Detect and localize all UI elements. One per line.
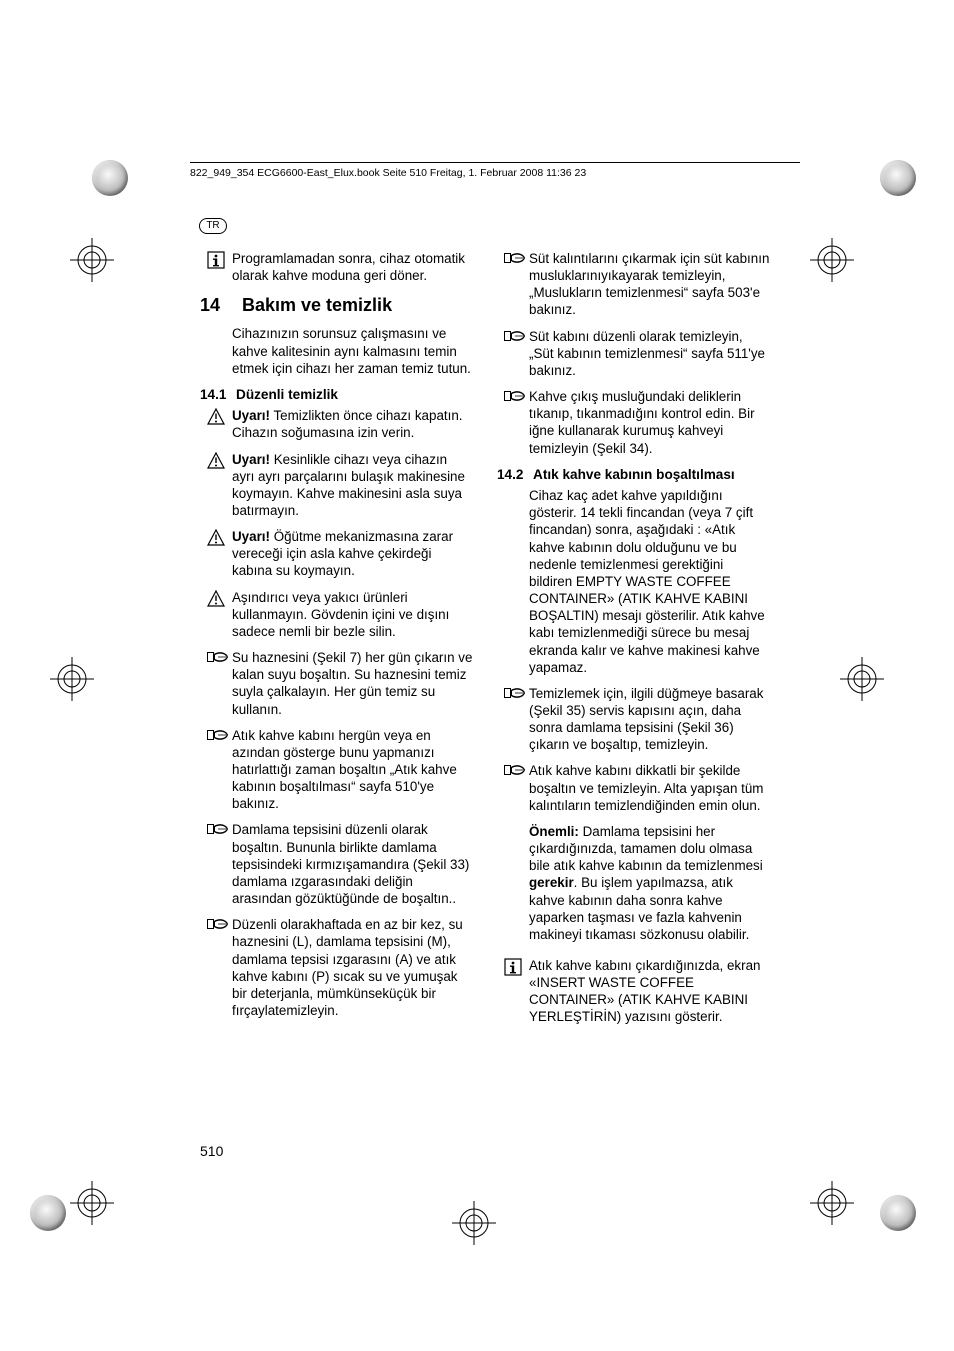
info-icon [207,251,225,269]
warning-icon [207,529,225,547]
para-text: Önemli: Damlama tepsisini her çıkardığın… [529,823,770,943]
para-text: Su haznesini (Şekil 7) her gün çıkarın v… [232,649,473,718]
registration-mark [70,238,114,282]
pointer-icon [207,728,225,746]
para-text: Süt kabını düzenli olarak temizleyin, „S… [529,328,770,379]
registration-mark [810,238,854,282]
note-block: Atık kahve kabını çıkardığınızda, ekran … [497,957,770,1026]
para-text: Aşındırıcı veya yakıcı ürünleri kullanma… [232,589,473,640]
step-block: Damlama tepsisini düzenli olarak boşaltı… [200,821,473,907]
para-text: Cihazınızın sorunsuz çalışmasını ve kahv… [232,325,473,376]
para-text: Kahve çıkış musluğundaki deliklerin tıka… [529,388,770,457]
print-corner-mark [30,1195,66,1231]
step-block: Düzenli olarakhaftada en az bir kez, su … [200,916,473,1019]
heading-14-2: 14.2 Atık kahve kabının boşaltılması [497,466,770,483]
step-block: Atık kahve kabını hergün veya en azından… [200,727,473,813]
para-text: Süt kalıntılarını çıkarmak için süt kabı… [529,250,770,319]
step-block: Temizlemek için, ilgili düğmeye basarak … [497,685,770,754]
pointer-icon [207,822,225,840]
para-text: Atık kahve kabını dikkatli bir şekilde b… [529,762,770,813]
heading-14-1: 14.1 Düzenli temizlik [200,386,473,403]
para: Cihaz kaç adet kahve yapıldığını gösteri… [497,487,770,676]
right-column: Süt kalıntılarını çıkarmak için süt kabı… [497,250,770,1035]
print-corner-mark [880,160,916,196]
para-text: Uyarı! Temizlikten önce cihazı kapatın. … [232,407,473,441]
warning-icon [207,590,225,608]
registration-mark [810,1181,854,1225]
para-text: Uyarı! Öğütme mekanizmasına zarar verece… [232,528,473,579]
warning-block: Aşındırıcı veya yakıcı ürünleri kullanma… [200,589,473,640]
pointer-icon [207,917,225,935]
para-text: Uyarı! Kesinlikle cihazı veya cihazın ay… [232,451,473,520]
warning-icon [207,408,225,426]
para: Cihazınızın sorunsuz çalışmasını ve kahv… [200,325,473,376]
registration-mark [50,657,94,701]
warning-block: Uyarı! Temizlikten önce cihazı kapatın. … [200,407,473,441]
para-text: Atık kahve kabını hergün veya en azından… [232,727,473,813]
header-text: 822_949_354 ECG6600-East_Elux.book Seite… [190,167,800,179]
registration-mark [840,657,884,701]
page-number: 510 [200,1143,223,1159]
info-icon [504,958,522,976]
registration-mark [70,1181,114,1225]
print-corner-mark [92,160,128,196]
para: Önemli: Damlama tepsisini her çıkardığın… [497,823,770,943]
language-badge: TR [199,218,227,234]
pointer-icon [504,251,522,269]
registration-mark [452,1201,496,1245]
page-header: 822_949_354 ECG6600-East_Elux.book Seite… [190,162,800,179]
pointer-icon [207,650,225,668]
warning-icon [207,452,225,470]
note-block: Programlamadan sonra, cihaz otomatik ola… [200,250,473,284]
step-block: Atık kahve kabını dikkatli bir şekilde b… [497,762,770,813]
step-block: Süt kalıntılarını çıkarmak için süt kabı… [497,250,770,319]
para-text: Damlama tepsisini düzenli olarak boşaltı… [232,821,473,907]
pointer-icon [504,686,522,704]
pointer-icon [504,763,522,781]
step-block: Kahve çıkış musluğundaki deliklerin tıka… [497,388,770,457]
pointer-icon [504,389,522,407]
warning-block: Uyarı! Öğütme mekanizmasına zarar verece… [200,528,473,579]
page-body: Programlamadan sonra, cihaz otomatik ola… [200,250,770,1035]
para-text: Temizlemek için, ilgili düğmeye basarak … [529,685,770,754]
para-text: Düzenli olarakhaftada en az bir kez, su … [232,916,473,1019]
warning-block: Uyarı! Kesinlikle cihazı veya cihazın ay… [200,451,473,520]
step-block: Su haznesini (Şekil 7) her gün çıkarın v… [200,649,473,718]
para-text: Atık kahve kabını çıkardığınızda, ekran … [529,957,770,1026]
left-column: Programlamadan sonra, cihaz otomatik ola… [200,250,473,1035]
para-text: Programlamadan sonra, cihaz otomatik ola… [232,250,473,284]
print-corner-mark [880,1195,916,1231]
heading-14: 14 Bakım ve temizlik [200,294,473,317]
step-block: Süt kabını düzenli olarak temizleyin, „S… [497,328,770,379]
para-text: Cihaz kaç adet kahve yapıldığını gösteri… [529,487,770,676]
pointer-icon [504,329,522,347]
